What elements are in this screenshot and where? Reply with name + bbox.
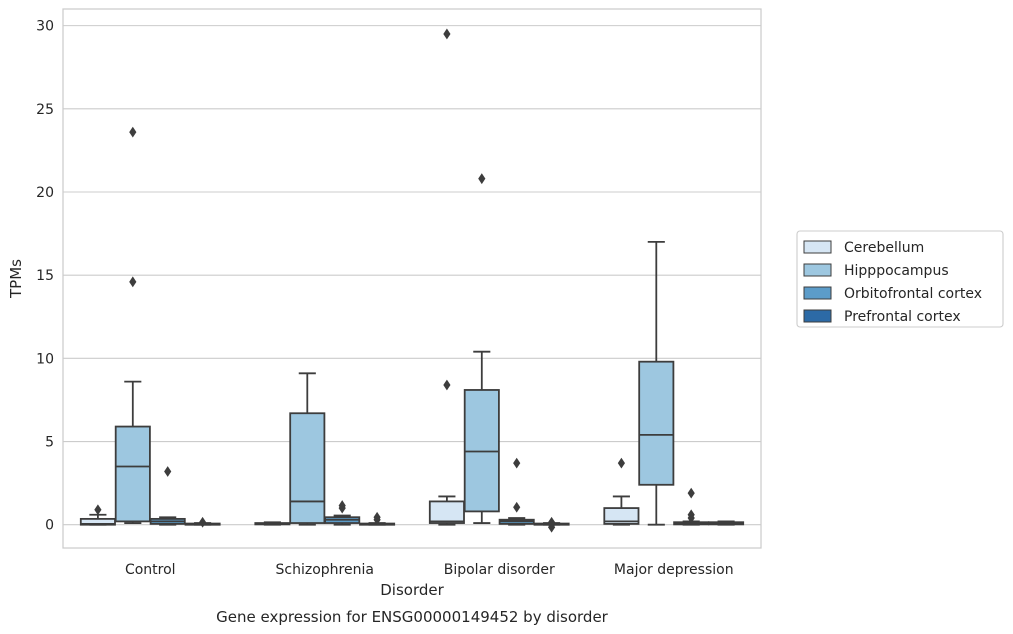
box-hipppocampus (638, 241, 675, 526)
y-tick-label: 30 (36, 19, 54, 35)
y-tick-labels: 0 5 10 15 20 25 30 (36, 19, 54, 534)
legend-item: Prefrontal cortex (803, 309, 961, 325)
y-tick-label: 0 (45, 518, 54, 534)
x-tick-label: Bipolar disorder (444, 562, 555, 578)
outlier-point (199, 516, 207, 528)
outlier-point (617, 457, 625, 469)
outlier-point (687, 509, 695, 521)
box-prefrontal-cortex (708, 520, 745, 526)
box-orbitofrontal-cortex (149, 466, 186, 526)
outlier-point (164, 466, 172, 477)
grid-lines (63, 25, 761, 526)
outlier-point (129, 276, 137, 288)
legend-item: Cerebellum (803, 240, 924, 256)
y-tick-label: 5 (45, 435, 54, 451)
box-iqr (428, 500, 465, 524)
legend-label: Cerebellum (844, 240, 924, 256)
y-tick-label: 20 (36, 185, 54, 201)
y-axis-label: TPMs (7, 259, 25, 299)
outlier-point (687, 487, 695, 499)
legend: Cerebellum Hipppocampus Orbitofrontal cort… (796, 230, 1004, 328)
box-iqr (114, 425, 151, 523)
box-orbitofrontal-cortex (324, 500, 361, 526)
y-tick-label: 10 (36, 351, 54, 367)
outlier-point (478, 173, 486, 185)
box-hipppocampus (289, 372, 326, 526)
y-tick-label: 25 (36, 102, 54, 118)
legend-item: Orbitofrontal cortex (803, 286, 982, 302)
legend-label: Prefrontal cortex (844, 309, 961, 325)
box-iqr (603, 507, 640, 525)
outlier-point (443, 28, 451, 40)
box-hipppocampus (463, 173, 500, 524)
box-prefrontal-cortex (359, 511, 396, 526)
plot-frame (62, 8, 762, 549)
legend-swatch (803, 286, 832, 300)
legend-label: Orbitofrontal cortex (844, 286, 982, 302)
box-cerebellum (254, 521, 291, 526)
x-axis-label: Disorder (380, 581, 444, 599)
box-prefrontal-cortex (184, 516, 221, 528)
x-tick-labels: Control Schizophrenia Bipolar disorder Majo… (125, 562, 734, 578)
boxes (79, 28, 745, 533)
outlier-point (513, 501, 521, 513)
outlier-point (513, 457, 521, 469)
legend-swatch (803, 309, 832, 323)
outlier-point (373, 511, 381, 523)
box-cerebellum (79, 504, 116, 526)
box-cerebellum (603, 457, 640, 526)
outlier-point (548, 516, 556, 528)
outlier-point (129, 126, 137, 138)
box-iqr (638, 360, 675, 486)
legend-swatch (803, 263, 832, 277)
legend-frame (796, 230, 1004, 328)
outlier-point (338, 500, 346, 511)
box-cerebellum (428, 28, 465, 526)
legend-swatch (803, 240, 832, 254)
chart-caption: Gene expression for ENSG00000149452 by d… (216, 608, 609, 626)
y-tick-label: 15 (36, 268, 54, 284)
x-tick-label: Major depression (614, 562, 734, 578)
box-orbitofrontal-cortex (673, 487, 710, 526)
box-iqr (289, 412, 326, 524)
legend-item: Hipppocampus (803, 263, 949, 279)
box-prefrontal-cortex (533, 516, 570, 533)
x-tick-label: Control (125, 562, 176, 578)
x-tick-label: Schizophrenia (276, 562, 374, 578)
box-orbitofrontal-cortex (498, 457, 535, 526)
outlier-point (443, 379, 451, 391)
box-hipppocampus (114, 126, 151, 524)
legend-label: Hipppocampus (844, 263, 949, 279)
outlier-point (94, 504, 102, 516)
